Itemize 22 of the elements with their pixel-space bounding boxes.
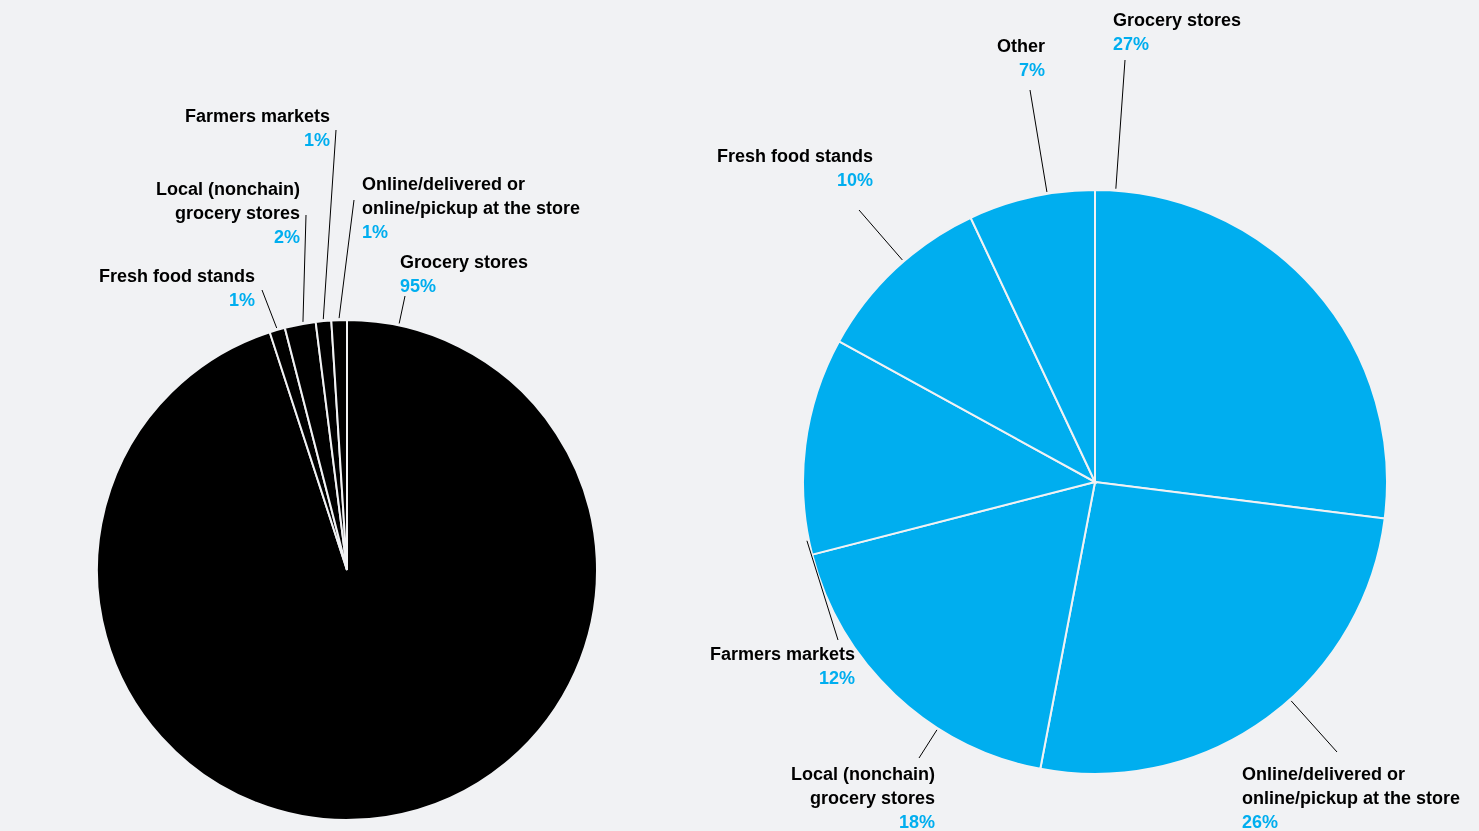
- data-label: 18%: [898, 812, 935, 831]
- slice-label: Local (nonchain) grocery stores: [156, 179, 301, 223]
- slice-label: Online/delivered or online/pickup at the store: [362, 174, 581, 218]
- data-label: 27%: [1113, 34, 1150, 54]
- slice-label: Grocery stores: [1113, 10, 1242, 30]
- slice-label: Fresh food stands: [716, 146, 873, 166]
- slice-label: Local (nonchain) grocery stores: [791, 764, 936, 808]
- slice-label: Online/delivered or online/pickup at the store: [1242, 764, 1461, 808]
- data-label: 1%: [303, 130, 330, 150]
- slice-label: Grocery stores: [400, 252, 529, 272]
- data-label: 12%: [818, 668, 855, 688]
- data-label: 1%: [228, 290, 255, 310]
- slice-label: Farmers markets: [709, 644, 855, 664]
- data-label: 2%: [273, 227, 300, 247]
- data-label: 10%: [836, 170, 873, 190]
- slice-label: Other: [996, 36, 1045, 56]
- data-label: 26%: [1242, 812, 1279, 831]
- data-label: 1%: [362, 222, 389, 242]
- slice-label: Farmers markets: [184, 106, 330, 126]
- data-label: 95%: [400, 276, 437, 296]
- data-label: 7%: [1018, 60, 1045, 80]
- slice-label: Fresh food stands: [98, 266, 255, 286]
